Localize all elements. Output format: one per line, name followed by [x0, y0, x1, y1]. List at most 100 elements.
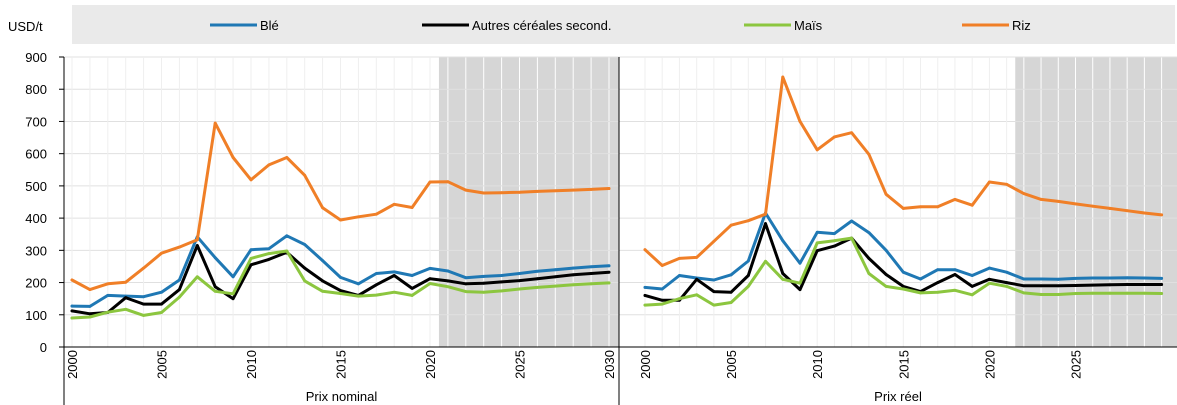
data-point-ble	[303, 243, 307, 246]
x-tick-label: 2015	[896, 350, 911, 379]
data-point-autres	[746, 274, 750, 277]
data-point-autres	[213, 285, 217, 289]
data-point-ble	[374, 272, 378, 275]
data-point-mais	[1108, 291, 1112, 295]
data-point-mais	[660, 302, 664, 306]
data-point-ble	[1039, 277, 1043, 281]
data-point-riz	[660, 264, 664, 267]
data-point-ble	[1142, 276, 1146, 280]
data-point-autres	[536, 277, 539, 281]
data-point-mais	[500, 289, 503, 293]
data-point-ble	[867, 231, 871, 235]
data-point-autres	[798, 288, 802, 292]
data-point-ble	[660, 287, 664, 291]
data-point-mais	[178, 295, 181, 299]
data-point-autres	[160, 302, 163, 306]
data-point-autres	[88, 312, 92, 316]
data-point-autres	[764, 222, 767, 225]
legend-label-riz: Riz	[1012, 18, 1031, 33]
data-point-ble	[553, 268, 557, 272]
data-point-mais	[195, 275, 199, 279]
data-point-riz	[1022, 192, 1026, 196]
data-point-mais	[303, 279, 307, 283]
data-point-mais	[1160, 292, 1163, 295]
data-point-riz	[428, 180, 432, 184]
data-point-riz	[88, 288, 92, 292]
x-tick-label: 2020	[423, 350, 438, 379]
x-tick-label: 2000	[638, 350, 653, 379]
data-point-ble	[1005, 270, 1009, 274]
data-point-mais	[936, 290, 940, 294]
data-point-mais	[970, 293, 974, 297]
data-point-riz	[712, 239, 716, 243]
data-point-autres	[815, 249, 819, 253]
data-point-riz	[919, 205, 922, 209]
data-point-mais	[70, 316, 74, 320]
data-point-autres	[1022, 284, 1026, 288]
data-point-mais	[446, 285, 450, 289]
data-point-ble	[1022, 277, 1026, 281]
data-point-riz	[231, 156, 235, 159]
data-point-ble	[970, 274, 974, 277]
data-point-riz	[213, 121, 217, 125]
data-point-mais	[729, 301, 733, 304]
data-point-mais	[213, 289, 217, 293]
y-tick-label: 200	[25, 276, 47, 291]
data-point-autres	[1125, 283, 1129, 286]
data-point-riz	[815, 148, 819, 152]
data-point-riz	[464, 188, 468, 192]
data-point-mais	[850, 236, 854, 240]
data-point-mais	[1125, 291, 1129, 295]
data-point-autres	[553, 275, 557, 279]
x-tick-label: 2020	[982, 350, 997, 379]
data-point-riz	[781, 75, 785, 79]
data-point-mais	[142, 314, 146, 317]
projection-shade-1	[438, 57, 619, 347]
data-point-ble	[936, 268, 940, 272]
data-point-ble	[410, 274, 414, 277]
data-point-autres	[339, 289, 342, 293]
data-point-autres	[446, 279, 450, 283]
data-point-ble	[428, 266, 432, 270]
data-point-riz	[70, 278, 74, 282]
data-point-riz	[500, 191, 503, 195]
data-point-autres	[195, 244, 199, 247]
data-point-autres	[321, 279, 324, 283]
data-point-autres	[953, 273, 957, 276]
data-point-autres	[1160, 283, 1163, 286]
data-point-riz	[695, 256, 699, 259]
data-point-mais	[884, 285, 888, 288]
data-point-riz	[1091, 204, 1095, 208]
data-point-mais	[1005, 285, 1009, 288]
data-point-mais	[833, 239, 836, 243]
data-point-autres	[1039, 284, 1043, 288]
data-point-autres	[374, 283, 378, 287]
data-point-ble	[339, 276, 342, 279]
data-point-mais	[589, 282, 593, 286]
data-point-ble	[213, 256, 217, 260]
data-point-riz	[1108, 207, 1112, 210]
data-point-riz	[285, 156, 289, 159]
x-tick-label: 2025	[1069, 350, 1084, 379]
data-point-mais	[919, 291, 922, 295]
data-point-autres	[500, 280, 503, 284]
data-point-mais	[339, 292, 342, 295]
data-point-riz	[867, 152, 871, 156]
data-point-mais	[607, 281, 611, 285]
data-point-riz	[267, 163, 271, 167]
data-point-ble	[571, 266, 575, 270]
data-point-ble	[884, 248, 888, 252]
data-point-ble	[798, 261, 802, 265]
data-point-riz	[106, 282, 110, 286]
data-point-mais	[712, 303, 716, 307]
data-point-autres	[901, 285, 905, 288]
data-point-riz	[321, 206, 324, 210]
data-point-autres	[884, 273, 888, 276]
data-point-ble	[746, 259, 750, 263]
x-tick-label: 2015	[334, 350, 349, 379]
data-point-riz	[988, 180, 991, 184]
data-point-riz	[607, 187, 611, 190]
data-point-ble	[70, 304, 74, 308]
data-point-ble	[1074, 276, 1077, 280]
